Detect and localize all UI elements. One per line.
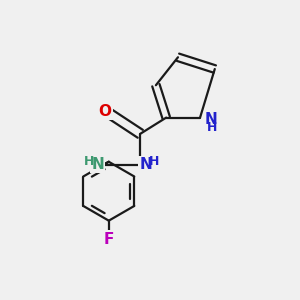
Text: H: H: [149, 155, 160, 168]
Text: N: N: [139, 157, 152, 172]
Text: H: H: [84, 155, 94, 168]
Text: F: F: [103, 232, 114, 247]
Text: O: O: [99, 104, 112, 119]
Text: N: N: [205, 112, 217, 127]
Text: H: H: [207, 121, 218, 134]
Text: N: N: [91, 157, 104, 172]
